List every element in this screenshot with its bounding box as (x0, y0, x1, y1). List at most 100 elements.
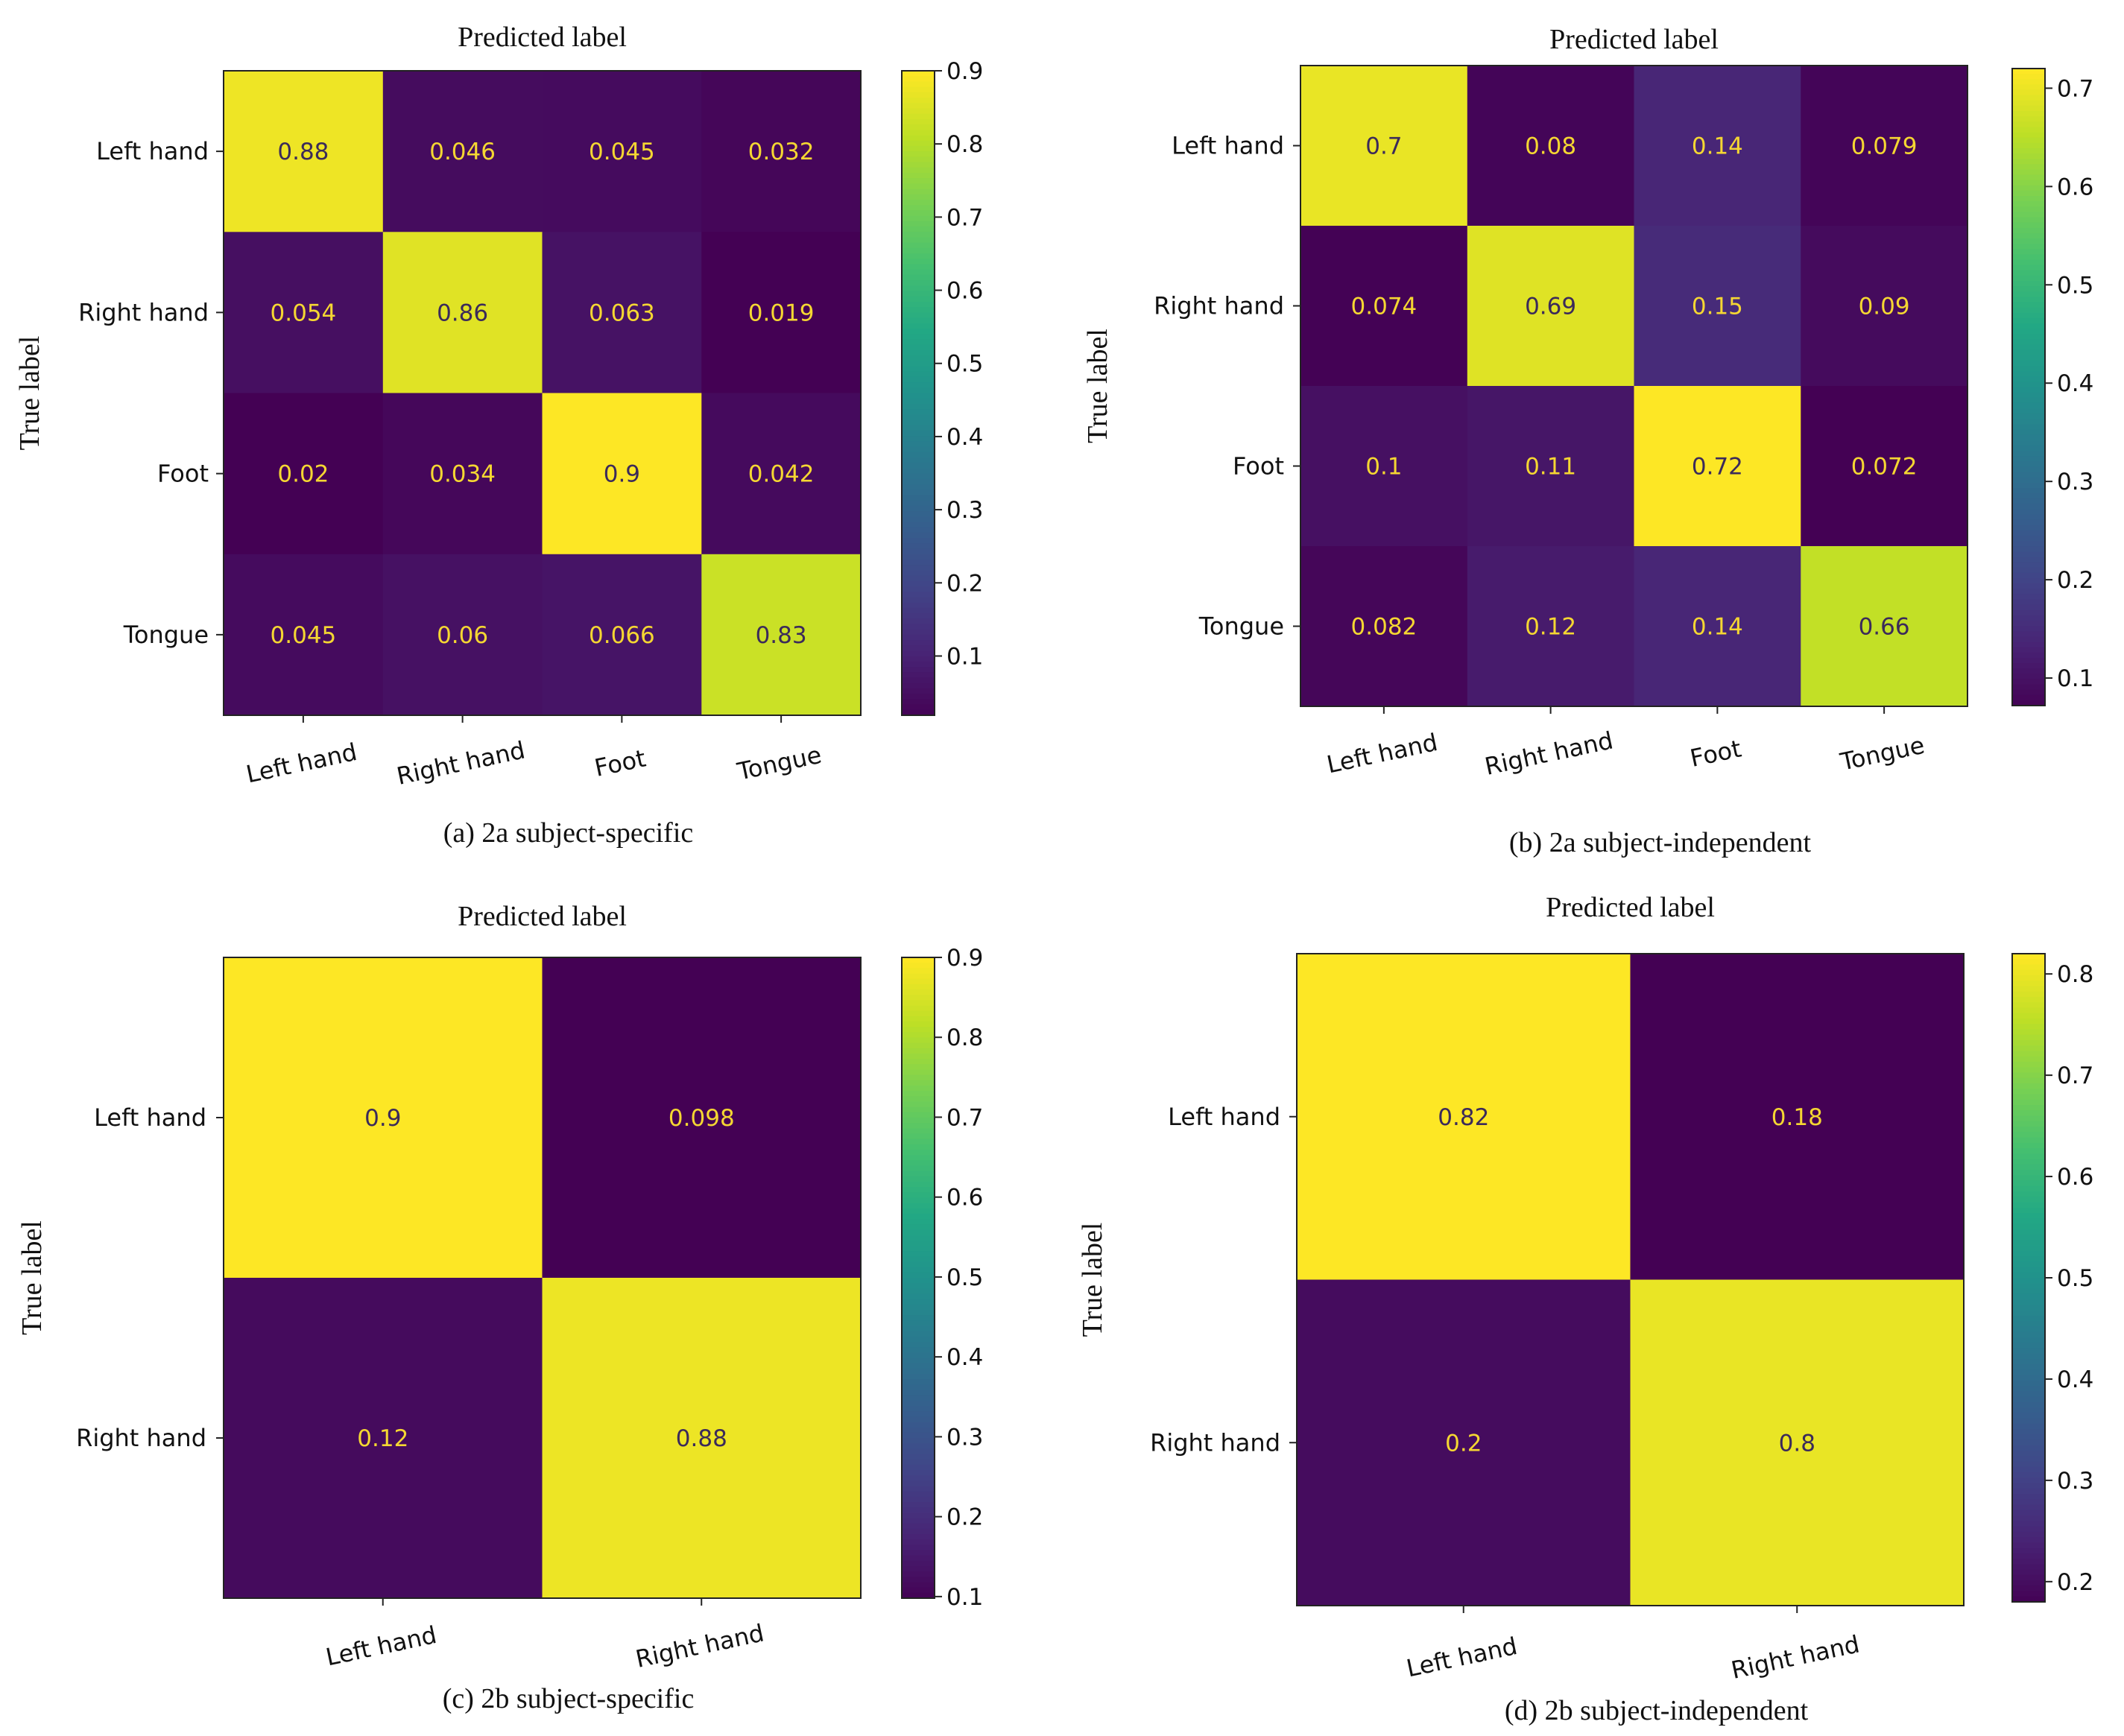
colorbar-segment (902, 1566, 935, 1572)
colorbar-segment (902, 1358, 935, 1364)
colorbar-segment (2012, 1278, 2045, 1284)
colorbar-segment (902, 108, 935, 115)
cell-value-label: 0.042 (748, 461, 815, 488)
colorbar-segment (902, 317, 935, 324)
colorbar-segment (902, 1214, 935, 1220)
colorbar-segment (902, 1320, 935, 1327)
colorbar-segment (2012, 1045, 2045, 1052)
colorbar-segment (902, 592, 935, 598)
colorbar-segment (2012, 344, 2045, 351)
colorbar-segment (902, 425, 935, 431)
colorbar-segment (902, 575, 935, 582)
confusion-matrix-panel-d: 0.82 0.18 0.2 0.8 Left hand Right hand Left ha… (1077, 892, 2093, 1726)
colorbar-segment (2012, 323, 2045, 329)
heatmap-cell (701, 71, 862, 232)
colorbar-segment (2012, 1202, 2045, 1208)
colorbar-segment (2012, 302, 2045, 308)
colorbar-segment (2012, 1062, 2045, 1068)
colorbar-segment (2012, 1250, 2045, 1257)
colorbar-segment (2012, 642, 2045, 648)
colorbar-segment (2012, 434, 2045, 441)
colorbar-segment (902, 1293, 935, 1300)
heatmap-cell (1801, 386, 1968, 547)
colorbar-segment (902, 650, 935, 657)
cell-value-label: 0.02 (277, 461, 329, 488)
colorbar-segment (902, 301, 935, 308)
colorbar-segment (2012, 89, 2045, 96)
colorbar-segment (902, 1411, 935, 1418)
colorbar-segment (902, 1128, 935, 1135)
colorbar-segment (2012, 127, 2045, 133)
colorbar-segment (902, 205, 935, 212)
colorbar-segment (902, 130, 935, 136)
colorbar-segment (2012, 1569, 2045, 1576)
colorbar-tick-label: 0.6 (946, 1185, 983, 1211)
colorbar-segment (2012, 1223, 2045, 1230)
colorbar-segment (2012, 142, 2045, 149)
cell-value-label: 0.11 (1525, 454, 1576, 481)
colorbar-segment (2012, 1553, 2045, 1559)
colorbar-segment (902, 1165, 935, 1172)
colorbar-segment (902, 500, 935, 507)
colorbar-segment (2012, 137, 2045, 144)
colorbar-segment (2012, 392, 2045, 399)
colorbar-segment (902, 446, 935, 453)
colorbar-segment (2012, 1504, 2045, 1511)
colorbar-segment (2012, 668, 2045, 675)
colorbar-segment (2012, 1175, 2045, 1182)
colorbar-tick-label: 0.7 (946, 204, 983, 231)
colorbar-segment (902, 495, 935, 501)
colorbar-segment (2012, 599, 2045, 606)
colorbar-segment (2012, 981, 2045, 987)
colorbar-segment (2012, 1358, 2045, 1365)
colorbar-segment (2012, 201, 2045, 208)
colorbar-segment (2012, 1353, 2045, 1360)
colorbar-segment (2012, 583, 2045, 590)
colorbar-segment (2012, 1218, 2045, 1225)
colorbar-segment (902, 667, 935, 674)
colorbar-segment (2012, 1272, 2045, 1279)
heatmap-cell (542, 554, 702, 716)
colorbar-segment (902, 1106, 935, 1113)
colorbar-segment (902, 963, 935, 969)
colorbar-segment (902, 1464, 935, 1471)
colorbar-segment (2012, 663, 2045, 669)
colorbar-segment (2012, 297, 2045, 303)
panel-caption: (c) 2b subject-specific (443, 1683, 695, 1714)
colorbar-segment (902, 189, 935, 195)
cell-value-label: 0.06 (437, 622, 488, 649)
colorbar-segment (902, 361, 935, 367)
colorbar-segment (902, 1374, 935, 1380)
colorbar-segment (902, 1272, 935, 1279)
x-tick-label: Right hand (1482, 726, 1616, 781)
colorbar-segment (902, 672, 935, 679)
heatmap-cell (1630, 954, 1965, 1281)
colorbar-segment (902, 1021, 935, 1027)
heatmap-cell (1630, 1279, 1965, 1606)
colorbar-segment (2012, 1488, 2045, 1495)
colorbar-segment (902, 1480, 935, 1487)
colorbar-segment (2012, 1494, 2045, 1501)
colorbar-segment (902, 1000, 935, 1007)
colorbar-segment (902, 473, 935, 480)
colorbar-segment (902, 1438, 935, 1444)
colorbar-segment (2012, 440, 2045, 446)
y-tick-label: Right hand (1150, 1428, 1280, 1457)
x-axis-title: Predicted label (1546, 892, 1715, 923)
colorbar-segment (2012, 1596, 2045, 1603)
colorbar-segment (2012, 244, 2045, 250)
colorbar-segment (902, 1074, 935, 1081)
colorbar-segment (2012, 1321, 2045, 1328)
colorbar-segment (902, 1582, 935, 1588)
colorbar-segment (2012, 1299, 2045, 1306)
colorbar-segment (2012, 504, 2045, 510)
cell-value-label: 0.045 (271, 622, 337, 649)
colorbar-segment (902, 1219, 935, 1226)
colorbar-frame (2011, 68, 2046, 706)
colorbar-segment (902, 1283, 935, 1290)
colorbar-segment (2012, 1105, 2045, 1112)
colorbar-segment (902, 709, 935, 716)
colorbar-segment (2012, 986, 2045, 992)
x-tick-label: Right hand (394, 735, 528, 791)
colorbar-segment (902, 1416, 935, 1423)
